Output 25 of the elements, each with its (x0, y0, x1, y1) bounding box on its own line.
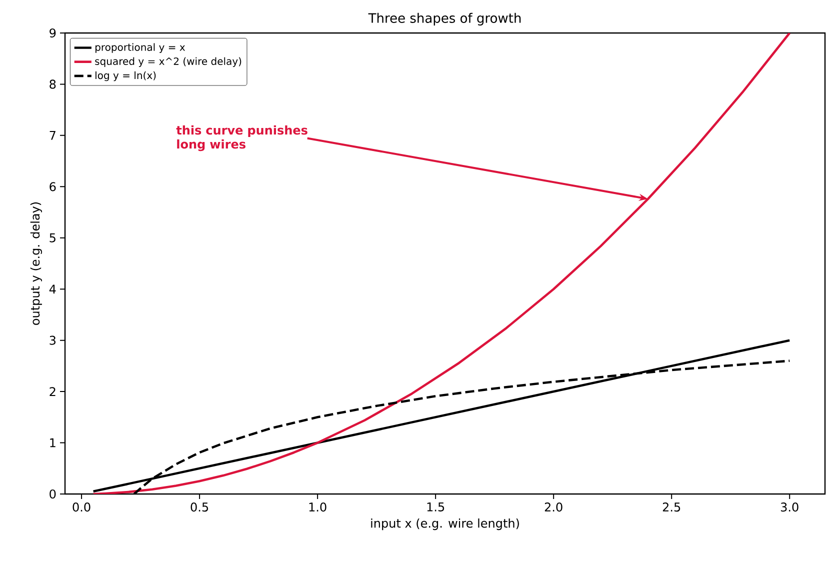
y-tick-label: 7 (50, 131, 56, 140)
y-tick-label: 0 (50, 489, 56, 499)
legend-label: log y = ln(x) (96, 71, 156, 82)
y-tick-label: 1 (50, 438, 56, 448)
x-tick-label: 0.5 (190, 502, 208, 512)
y-tick-label: 3 (50, 336, 56, 345)
y-tick-label: 8 (50, 80, 56, 89)
y-tick-label: 6 (50, 182, 56, 192)
x-tick-label: 3.0 (780, 502, 798, 512)
y-tick-label: 2 (50, 387, 56, 396)
x-tick-label: 0.0 (72, 502, 90, 512)
line-series (92, 32, 791, 494)
x-tick-label: 2.5 (662, 502, 680, 512)
x-axis-title: input x (e.g. wire length) (371, 518, 519, 530)
annotation: this curve punishes long wires (176, 125, 308, 152)
y-axis-title: output y (e.g. delay) (30, 202, 42, 325)
y-tick-label: 4 (49, 284, 56, 294)
legend-label: proportional y = x (95, 43, 186, 53)
x-tick-label: 1.5 (427, 502, 444, 512)
legend-label: squared y = x^2 (wire delay) (95, 57, 242, 67)
y-tick-label: 9 (50, 28, 56, 38)
chart-title: Three shapes of growth (368, 12, 521, 26)
x-tick-label: 1.0 (309, 502, 326, 512)
x-tick-label: 2.0 (544, 502, 562, 512)
y-tick-label: 5 (50, 233, 56, 242)
